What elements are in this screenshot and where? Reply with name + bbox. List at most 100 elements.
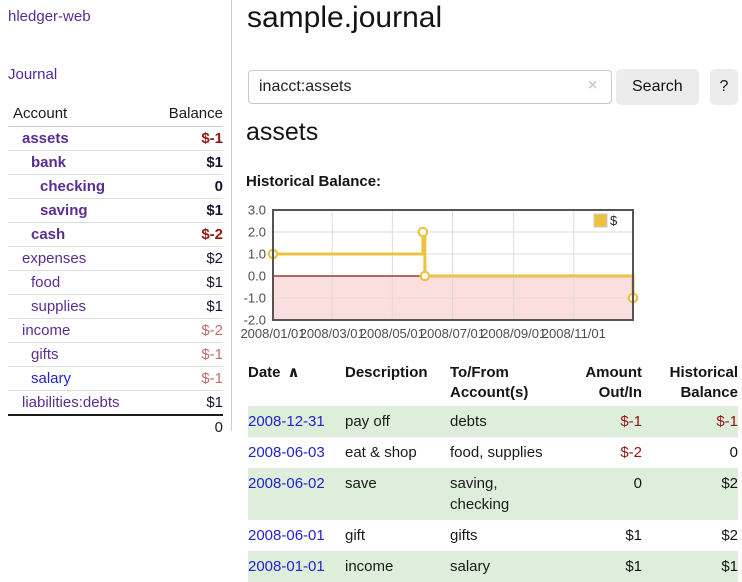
transaction-date-cell: 2008-01-01 <box>248 551 345 582</box>
accounts-total-spacer <box>8 415 153 439</box>
transaction-accounts: salary <box>450 551 548 582</box>
transaction-description: gift <box>345 520 450 551</box>
y-axis-tick-label: 2.0 <box>248 225 266 240</box>
account-row: saving $1 <box>8 199 223 223</box>
account-name-cell: income <box>8 319 153 343</box>
account-name-cell: expenses <box>8 247 153 271</box>
transaction-row: 2008-12-31pay offdebts$-1$-1 <box>248 406 738 437</box>
register-column-header-line: Historical <box>642 363 738 383</box>
transaction-accounts: debts <box>450 406 548 437</box>
account-link[interactable]: liabilities:debts <box>22 394 120 411</box>
transaction-amount: $-1 <box>548 406 642 437</box>
account-link[interactable]: assets <box>22 130 69 147</box>
transaction-date-link[interactable]: 2008-01-01 <box>248 558 325 575</box>
account-balance: $-1 <box>153 127 223 151</box>
transaction-accounts: food, supplies <box>450 437 548 468</box>
register-column-header-line: Balance <box>642 383 738 403</box>
account-link[interactable]: gifts <box>31 346 59 363</box>
balance-column-header: Balance <box>153 101 223 127</box>
search-button[interactable]: Search <box>616 69 699 105</box>
register-column-header-line: Date∧ <box>248 363 345 383</box>
account-balance: $1 <box>153 391 223 416</box>
account-row: expenses$2 <box>8 247 223 271</box>
x-axis-tick-label: 2008/07/01 <box>420 326 485 341</box>
account-link[interactable]: bank <box>31 154 66 171</box>
y-axis-tick-label: 0.0 <box>248 269 266 284</box>
transaction-date-link[interactable]: 2008-06-01 <box>248 527 325 544</box>
y-axis-tick-label: 3.0 <box>248 203 266 218</box>
hledger-web-app: hledger-web Journal Account Balance asse… <box>0 0 742 582</box>
accounts-table: Account Balance assets$-1bank$1checking0… <box>8 101 223 439</box>
accounts-total-row: 0 <box>8 415 223 439</box>
accounts-total-value: 0 <box>153 415 223 439</box>
transaction-row: 2008-06-02savesaving, checking0$2 <box>248 468 738 520</box>
transaction-amount: 0 <box>548 468 642 520</box>
account-balance: 0 <box>153 175 223 199</box>
account-row: food$1 <box>8 271 223 295</box>
account-row: liabilities:debts $1 <box>8 391 223 416</box>
help-button[interactable]: ? <box>710 69 738 105</box>
account-name-cell: bank <box>8 151 153 175</box>
legend-swatch <box>594 214 607 227</box>
transaction-date-cell: 2008-06-01 <box>248 520 345 551</box>
y-axis-tick-label: -1.0 <box>244 291 266 306</box>
account-balance: $-1 <box>153 343 223 367</box>
register-column-header: HistoricalBalance <box>642 360 738 406</box>
account-balance: $-2 <box>153 223 223 247</box>
chart-canvas: $3.02.01.00.0-1.0-2.02008/01/012008/03/0… <box>240 198 742 346</box>
x-axis-tick-label: 2008/01/01 <box>240 326 305 341</box>
register-column-header-line: Amount <box>548 363 642 383</box>
sidebar: hledger-web Journal Account Balance asse… <box>0 0 232 431</box>
account-row: gifts $-1 <box>8 343 223 367</box>
register-column-header-line: Description <box>345 363 450 383</box>
account-link[interactable]: salary <box>31 370 71 387</box>
sort-ascending-icon: ∧ <box>288 364 300 381</box>
transaction-date-link[interactable]: 2008-12-31 <box>248 413 325 430</box>
account-link[interactable]: supplies <box>31 298 86 315</box>
transaction-description: pay off <box>345 406 450 437</box>
transaction-date-link[interactable]: 2008-06-02 <box>248 475 325 492</box>
account-link[interactable]: income <box>22 322 70 339</box>
account-row: salary$-1 <box>8 367 223 391</box>
register-header-row: Date∧DescriptionTo/FromAccount(s)AmountO… <box>248 360 738 406</box>
account-balance: $-2 <box>153 319 223 343</box>
x-axis-tick-label: 2008/09/01 <box>481 326 546 341</box>
transaction-description: income <box>345 551 450 582</box>
register-table: Date∧DescriptionTo/FromAccount(s)AmountO… <box>248 360 738 582</box>
historical-balance-chart: $3.02.01.00.0-1.0-2.02008/01/012008/03/0… <box>240 198 742 346</box>
transaction-balance: $2 <box>642 468 738 520</box>
account-row: cash $-2 <box>8 223 223 247</box>
register-column-header: To/FromAccount(s) <box>450 360 548 406</box>
account-name-cell: checking <box>8 175 153 199</box>
account-name-cell: assets <box>8 127 153 151</box>
transaction-balance: $2 <box>642 520 738 551</box>
data-point-marker <box>421 272 429 280</box>
transaction-row: 2008-01-01incomesalary$1$1 <box>248 551 738 582</box>
transaction-accounts: saving, checking <box>450 468 548 520</box>
account-name-cell: salary <box>8 367 153 391</box>
y-axis-tick-label: 1.0 <box>248 247 266 262</box>
account-name-cell: saving <box>8 199 153 223</box>
account-row: checking 0 <box>8 175 223 199</box>
app-brand[interactable]: hledger-web <box>8 8 223 26</box>
account-heading: assets <box>246 118 318 147</box>
account-row: supplies$1 <box>8 295 223 319</box>
transaction-date-link[interactable]: 2008-06-03 <box>248 444 325 461</box>
account-link[interactable]: expenses <box>22 250 86 267</box>
register-column-header[interactable]: Date∧ <box>248 360 345 406</box>
page-title: sample.journal <box>247 1 442 35</box>
account-balance: $1 <box>153 199 223 223</box>
account-row: bank $1 <box>8 151 223 175</box>
search-input[interactable] <box>248 70 612 104</box>
clear-search-icon[interactable]: × <box>588 77 597 95</box>
account-link[interactable]: food <box>31 274 60 291</box>
account-link[interactable]: saving <box>40 202 88 219</box>
account-link[interactable]: cash <box>31 226 65 243</box>
account-row: assets $-1 <box>8 127 223 151</box>
account-balance: $1 <box>153 151 223 175</box>
register-column-header-line: Out/In <box>548 383 642 403</box>
sidebar-item-journal[interactable]: Journal <box>8 66 57 83</box>
account-link[interactable]: checking <box>40 178 105 195</box>
account-name-cell: supplies <box>8 295 153 319</box>
account-name-cell: food <box>8 271 153 295</box>
